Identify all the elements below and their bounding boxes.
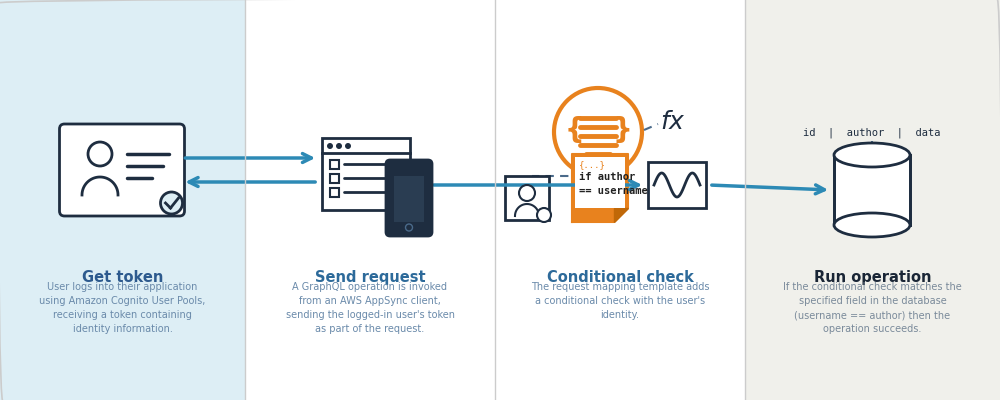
FancyBboxPatch shape: [322, 138, 410, 210]
Circle shape: [327, 143, 333, 149]
Text: {: {: [564, 116, 584, 144]
Text: Send request: Send request: [315, 270, 425, 285]
FancyBboxPatch shape: [648, 162, 706, 208]
Text: {...}: {...}: [579, 160, 606, 169]
FancyBboxPatch shape: [386, 160, 432, 236]
Polygon shape: [572, 154, 628, 222]
FancyBboxPatch shape: [0, 0, 245, 400]
FancyBboxPatch shape: [505, 176, 549, 220]
Ellipse shape: [834, 213, 910, 237]
Circle shape: [554, 88, 642, 176]
FancyBboxPatch shape: [60, 124, 184, 216]
FancyBboxPatch shape: [394, 176, 424, 222]
FancyBboxPatch shape: [745, 0, 1000, 400]
Text: Run operation: Run operation: [814, 270, 931, 285]
FancyBboxPatch shape: [495, 0, 745, 400]
Polygon shape: [614, 208, 628, 222]
Text: Conditional check: Conditional check: [547, 270, 693, 285]
Text: The request mapping template adds
a conditional check with the user's
identity.: The request mapping template adds a cond…: [531, 282, 709, 320]
Text: Get token: Get token: [82, 270, 163, 285]
FancyBboxPatch shape: [330, 174, 339, 183]
Circle shape: [519, 185, 535, 201]
Text: A GraphQL operation is invoked
from an AWS AppSync client,
sending the logged-in: A GraphQL operation is invoked from an A…: [286, 282, 454, 334]
Ellipse shape: [834, 143, 910, 167]
FancyBboxPatch shape: [245, 0, 495, 400]
Circle shape: [336, 143, 342, 149]
Text: $\mathit{fx}$: $\mathit{fx}$: [660, 110, 686, 134]
Circle shape: [345, 143, 351, 149]
FancyBboxPatch shape: [330, 160, 339, 169]
Text: User logs into their application
using Amazon Cognito User Pools,
receiving a to: User logs into their application using A…: [39, 282, 206, 334]
FancyBboxPatch shape: [834, 155, 910, 225]
Text: id  |  author  |  data: id | author | data: [803, 128, 941, 138]
Text: }: }: [612, 116, 632, 144]
Circle shape: [88, 142, 112, 166]
FancyBboxPatch shape: [330, 188, 339, 197]
Text: if author: if author: [579, 172, 635, 182]
FancyBboxPatch shape: [575, 157, 625, 208]
Text: If the conditional check matches the
specified field in the database
(username =: If the conditional check matches the spe…: [783, 282, 962, 334]
Circle shape: [537, 208, 551, 222]
Text: == username: == username: [579, 186, 648, 196]
Circle shape: [160, 192, 182, 214]
